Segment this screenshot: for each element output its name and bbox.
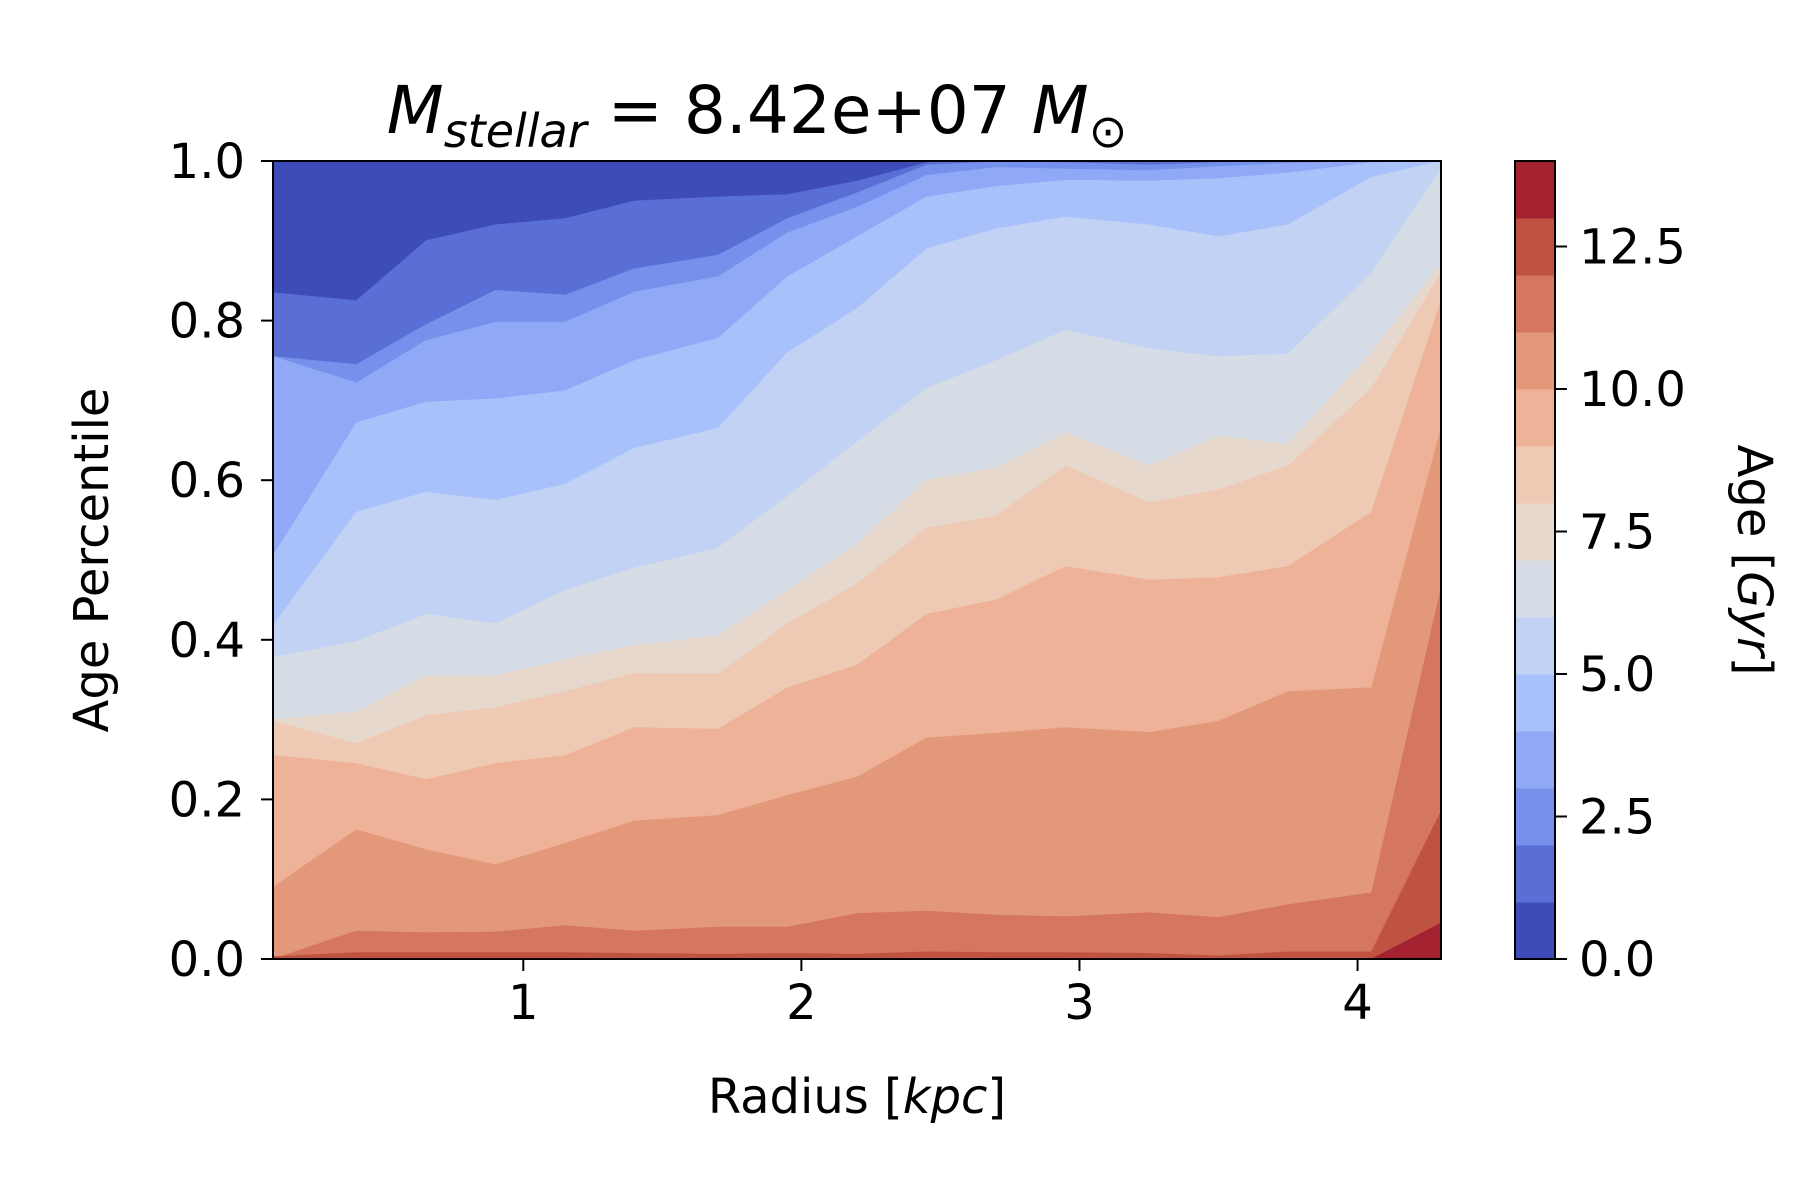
y-tick-label: 0.4 xyxy=(169,613,245,669)
colorbar-segment xyxy=(1515,218,1555,276)
colorbar-tick-label: 5.0 xyxy=(1579,647,1655,703)
title-symbol: M xyxy=(387,72,444,149)
contour-band-12 xyxy=(272,811,1442,960)
colorbar-tick-label: 2.5 xyxy=(1579,790,1655,846)
colorbar-tick-label: 0.0 xyxy=(1579,932,1655,988)
colorbar-segment xyxy=(1515,389,1555,447)
plot-area xyxy=(272,160,1442,960)
y-tick-label: 0.8 xyxy=(169,294,245,350)
colorbar-segment xyxy=(1515,446,1555,504)
colorbar-title-main: Age [ xyxy=(1726,445,1782,572)
colorbar-title: Age [Gyr] xyxy=(1726,445,1782,676)
plot-frame xyxy=(272,160,1442,960)
x-axis-title: Radius [kpc] xyxy=(708,1069,1006,1125)
contour-band-11 xyxy=(272,587,1442,960)
x-tick-label: 1 xyxy=(508,975,539,1031)
x-tick-label: 2 xyxy=(786,975,817,1031)
colorbar-segment xyxy=(1515,674,1555,732)
colorbar xyxy=(1515,161,1555,960)
title-subscript: stellar xyxy=(444,104,590,158)
x-tick-label: 3 xyxy=(1064,975,1095,1031)
colorbar-tick-label: 7.5 xyxy=(1579,505,1655,561)
y-axis-title: Age Percentile xyxy=(64,388,120,733)
title-value: 8.42e+07 xyxy=(684,72,1011,149)
colorbar-segment xyxy=(1515,617,1555,675)
colorbar-title-unit: Gyr xyxy=(1726,571,1782,660)
y-tick-label: 0.2 xyxy=(169,772,245,828)
contour-band-10 xyxy=(272,428,1442,960)
x-tick-label: 4 xyxy=(1342,975,1373,1031)
colorbar-segment xyxy=(1515,503,1555,561)
x-axis-title-main: Radius [ xyxy=(708,1069,903,1125)
colorbar-segment xyxy=(1515,731,1555,789)
y-tick-label: 0.6 xyxy=(169,453,245,509)
colorbar-segment xyxy=(1515,332,1555,390)
chart-title: Mstellar = 8.42e+07 M⊙ xyxy=(387,72,1128,158)
colorbar-segment xyxy=(1515,275,1555,333)
title-unit-subscript: ⊙ xyxy=(1089,104,1128,158)
colorbar-segment xyxy=(1515,788,1555,846)
x-axis-title-close: ] xyxy=(987,1069,1006,1125)
colorbar-frame xyxy=(1514,160,1556,960)
y-tick-label: 1.0 xyxy=(169,134,245,190)
colorbar-segment xyxy=(1515,902,1555,960)
colorbar-title-close: ] xyxy=(1726,657,1782,676)
x-axis-title-unit: kpc xyxy=(903,1069,988,1125)
x-axis-ticks: 1 2 3 4 xyxy=(508,959,1373,1031)
colorbar-tick-label: 10.0 xyxy=(1579,362,1686,418)
colorbar-tick-label: 12.5 xyxy=(1579,220,1686,276)
colorbar-segment xyxy=(1515,845,1555,903)
y-axis-ticks: 0.0 0.2 0.4 0.6 0.8 1.0 xyxy=(169,134,273,988)
colorbar-segment xyxy=(1515,161,1555,219)
colorbar-segment xyxy=(1515,560,1555,618)
colorbar-ticks: 0.0 2.5 5.0 7.5 10.0 12.5 xyxy=(1555,220,1686,988)
title-unit-symbol: M xyxy=(1032,72,1089,149)
y-tick-label: 0.0 xyxy=(169,932,245,988)
title-equals: = xyxy=(587,72,684,149)
